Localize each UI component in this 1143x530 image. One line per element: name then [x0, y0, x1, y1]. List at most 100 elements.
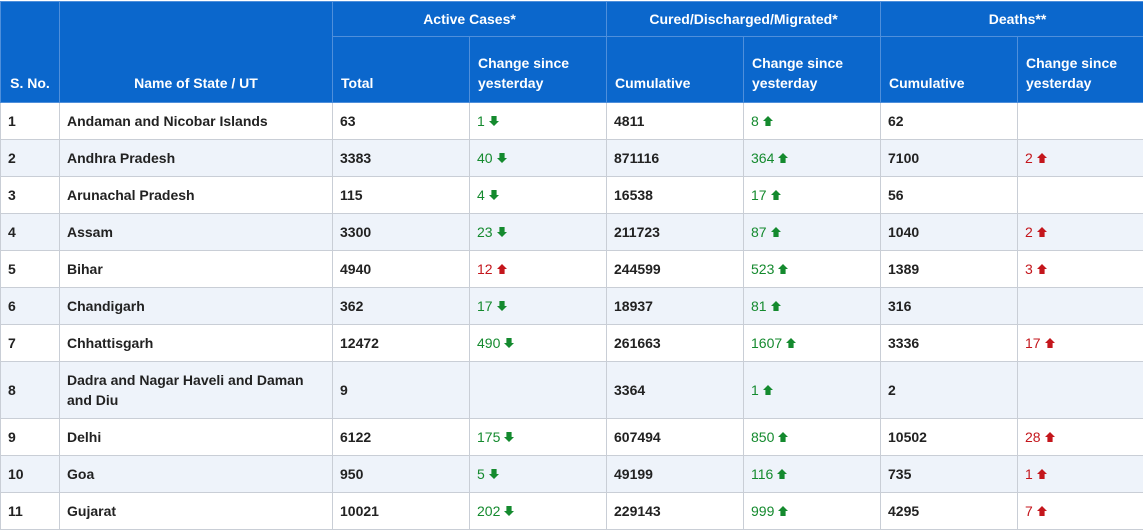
sno-cell: 5 — [1, 251, 60, 288]
deaths-change-cell: 17 — [1018, 325, 1143, 362]
active-total-cell: 9 — [333, 362, 470, 419]
deaths-cumulative-cell-value: 1040 — [888, 224, 919, 240]
sno-cell: 2 — [1, 140, 60, 177]
active-change-cell-value: 4 — [477, 187, 485, 203]
cured-change-cell: 523 — [744, 251, 881, 288]
active-change-cell: 5 — [470, 456, 607, 493]
arrow-down-icon — [500, 335, 515, 351]
active-change-cell-value: 202 — [477, 503, 500, 519]
table-row: 8 Dadra and Nagar Haveli and Daman and Di… — [1, 362, 1143, 419]
cured-change-cell-value: 8 — [751, 113, 759, 129]
state-name-cell: Delhi — [60, 419, 333, 456]
sno-cell-value: 8 — [8, 382, 16, 398]
cured-change-cell: 8 — [744, 103, 881, 140]
cured-cumulative-cell-value: 49199 — [614, 466, 653, 482]
header-cured[interactable]: Cured/Discharged/Migrated* — [607, 2, 881, 37]
cured-cumulative-cell-value: 4811 — [614, 113, 644, 129]
deaths-change-cell-value: 1 — [1025, 466, 1033, 482]
active-total-cell: 63 — [333, 103, 470, 140]
deaths-change-cell-value: 17 — [1025, 335, 1041, 351]
active-change-cell: 12 — [470, 251, 607, 288]
arrow-up-icon — [782, 335, 797, 351]
deaths-cumulative-cell-value: 2 — [888, 382, 896, 398]
header-active-cases[interactable]: Active Cases* — [333, 2, 607, 37]
cured-cumulative-cell-value: 211723 — [614, 224, 660, 240]
active-change-cell: 17 — [470, 288, 607, 325]
arrow-up-icon — [767, 298, 782, 314]
arrow-up-icon — [1041, 429, 1056, 445]
deaths-cumulative-cell-value: 1389 — [888, 261, 919, 277]
header-deaths-cumulative[interactable]: Cumulative — [881, 37, 1018, 103]
cured-change-cell: 1 — [744, 362, 881, 419]
cured-cumulative-cell-value: 3364 — [614, 382, 645, 398]
active-total-cell: 3383 — [333, 140, 470, 177]
sno-cell-value: 6 — [8, 298, 16, 314]
active-total-cell-value: 362 — [340, 298, 363, 314]
active-total-cell: 950 — [333, 456, 470, 493]
header-cured-cumulative[interactable]: Cumulative — [607, 37, 744, 103]
deaths-cumulative-cell-value: 3336 — [888, 335, 919, 351]
state-name-cell: Andhra Pradesh — [60, 140, 333, 177]
cured-cumulative-cell: 607494 — [607, 419, 744, 456]
deaths-change-cell: 28 — [1018, 419, 1143, 456]
cured-change-cell: 364 — [744, 140, 881, 177]
header-sno[interactable]: S. No. — [1, 2, 60, 103]
cured-cumulative-cell: 18937 — [607, 288, 744, 325]
header-active-change[interactable]: Change since yesterday — [470, 37, 607, 103]
arrow-up-icon — [1033, 466, 1048, 482]
deaths-change-cell: 3 — [1018, 251, 1143, 288]
active-total-cell-value: 4940 — [340, 261, 371, 277]
active-total-cell-value: 3383 — [340, 150, 371, 166]
state-name: Chandigarh — [67, 298, 145, 314]
arrow-down-icon — [485, 187, 500, 203]
cured-cumulative-cell: 244599 — [607, 251, 744, 288]
header-active-total[interactable]: Total — [333, 37, 470, 103]
arrow-up-icon — [767, 187, 782, 203]
cured-cumulative-cell-value: 871116 — [614, 150, 659, 166]
cured-cumulative-cell: 49199 — [607, 456, 744, 493]
deaths-change-cell: 2 — [1018, 140, 1143, 177]
arrow-up-icon — [1033, 503, 1048, 519]
deaths-cumulative-cell-value: 56 — [888, 187, 904, 203]
state-name: Arunachal Pradesh — [67, 187, 195, 203]
sno-cell-value: 2 — [8, 150, 16, 166]
deaths-cumulative-cell: 3336 — [881, 325, 1018, 362]
state-name-cell: Dadra and Nagar Haveli and Daman and Diu — [60, 362, 333, 419]
header-deaths[interactable]: Deaths** — [881, 2, 1143, 37]
active-change-cell: 175 — [470, 419, 607, 456]
header-state-name[interactable]: Name of State / UT — [60, 2, 333, 103]
active-total-cell: 4940 — [333, 251, 470, 288]
header-deaths-change[interactable]: Change since yesterday — [1018, 37, 1143, 103]
cured-cumulative-cell: 261663 — [607, 325, 744, 362]
arrow-up-icon — [759, 382, 774, 398]
deaths-cumulative-cell: 7100 — [881, 140, 1018, 177]
active-change-cell-value: 23 — [477, 224, 493, 240]
active-total-cell-value: 9 — [340, 382, 348, 398]
active-total-cell-value: 63 — [340, 113, 356, 129]
state-name: Gujarat — [67, 503, 116, 519]
state-name: Andaman and Nicobar Islands — [67, 113, 268, 129]
active-change-cell: 1 — [470, 103, 607, 140]
active-change-cell-value: 17 — [477, 298, 493, 314]
arrow-up-icon — [767, 224, 782, 240]
deaths-cumulative-cell-value: 316 — [888, 298, 911, 314]
deaths-cumulative-cell-value: 735 — [888, 466, 911, 482]
cured-change-cell-value: 364 — [751, 150, 774, 166]
active-total-cell: 362 — [333, 288, 470, 325]
header-cured-change[interactable]: Change since yesterday — [744, 37, 881, 103]
arrow-up-icon — [1033, 224, 1048, 240]
cured-cumulative-cell-value: 261663 — [614, 335, 661, 351]
deaths-change-cell — [1018, 288, 1143, 325]
cured-cumulative-cell-value: 16538 — [614, 187, 653, 203]
sno-cell-value: 4 — [8, 224, 16, 240]
cured-cumulative-cell-value: 607494 — [614, 429, 661, 445]
sno-cell: 10 — [1, 456, 60, 493]
deaths-cumulative-cell: 1040 — [881, 214, 1018, 251]
deaths-change-cell-value: 28 — [1025, 429, 1041, 445]
active-total-cell-value: 12472 — [340, 335, 379, 351]
